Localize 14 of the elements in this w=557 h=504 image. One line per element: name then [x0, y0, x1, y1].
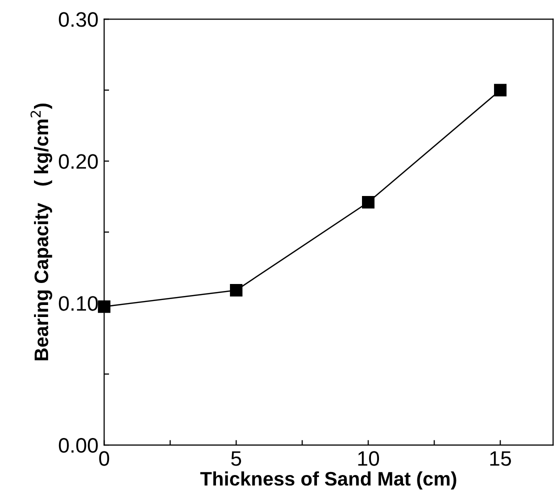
y-tick-label: 0.20 [58, 154, 98, 169]
x-tick-label: 10 [358, 451, 380, 466]
y-tick-label: 0.00 [58, 438, 98, 453]
point [362, 196, 374, 209]
y-tick-label: 0.30 [58, 12, 98, 27]
point [230, 284, 242, 297]
x-tick-label: 15 [490, 451, 511, 466]
y-tick-label: 0.10 [58, 296, 98, 311]
x-axis-title: Thickness of Sand Mat (cm) [200, 471, 456, 490]
x-tick-label: 5 [231, 451, 242, 466]
y-axis-title: Bearing Capacity ( kg/cm$^{2}$) [30, 104, 52, 360]
point [98, 300, 110, 313]
x-tick-label: 0 [99, 451, 110, 466]
point [494, 84, 507, 96]
